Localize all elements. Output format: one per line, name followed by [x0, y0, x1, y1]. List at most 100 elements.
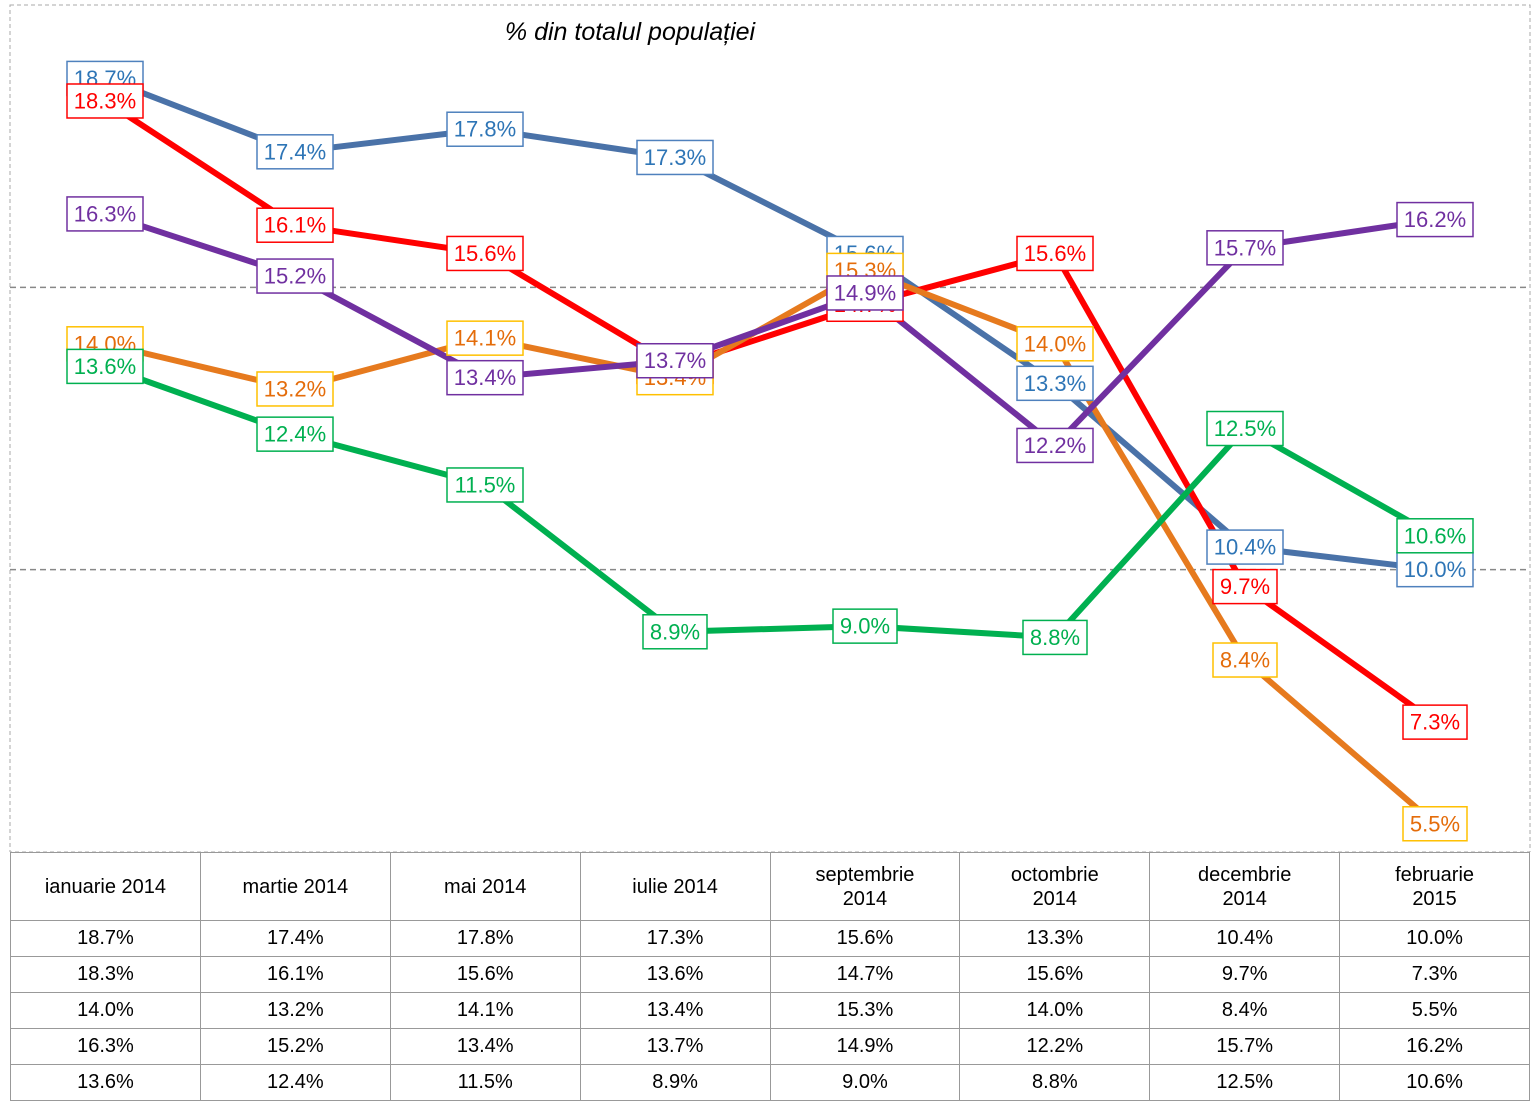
data-label: 17.4%	[256, 134, 334, 170]
data-label: 14.9%	[826, 275, 904, 311]
data-label: 15.2%	[256, 258, 334, 294]
header-text: decembrie 2014	[1197, 863, 1292, 910]
data-label-text: 13.7%	[644, 348, 706, 373]
data-label-box	[446, 467, 524, 503]
data-label-text: 16.3%	[74, 201, 136, 226]
data-row: 14.0% 13.2% 14.1% 13.4% 15.3% 14.0% 8.4% 5.5%	[10, 992, 1530, 1029]
data-table: ianuarie 2014 martie 2014 mai 2014 iulie 20…	[10, 852, 1530, 1101]
data-label-box	[1396, 518, 1474, 554]
data-label-box	[826, 275, 904, 311]
data-label-box	[1212, 568, 1278, 605]
data-label-box	[256, 258, 334, 294]
data-label-text: 15.2%	[264, 264, 326, 289]
data-label: 10.6%	[1396, 518, 1474, 554]
data-label-text: 12.5%	[1214, 416, 1276, 441]
data-label: 9.0%	[832, 608, 898, 644]
data-cell: 17.3%	[579, 920, 771, 957]
header-cell: martie 2014	[199, 852, 391, 921]
data-label-text: 5.5%	[1410, 811, 1460, 836]
header-text: februarie 2015	[1395, 863, 1475, 910]
data-label-text: 10.4%	[1214, 535, 1276, 560]
header-cell: octombrie 2014	[959, 852, 1151, 921]
data-label-text: 14.9%	[834, 280, 896, 305]
data-label-box	[636, 342, 714, 379]
header-cell: mai 2014	[389, 852, 581, 921]
header-text: septembrie 2014	[815, 863, 915, 910]
data-cell: 14.0%	[959, 992, 1151, 1029]
data-cell: 9.7%	[1149, 956, 1341, 993]
data-cell: 15.3%	[769, 992, 961, 1029]
chart: % din totalul populației 18.7%17.4%17.8%…	[9, 4, 1531, 852]
data-label: 8.9%	[642, 614, 708, 650]
data-label-text: 14.1%	[454, 326, 516, 351]
header-row: ianuarie 2014 martie 2014 mai 2014 iulie 20…	[10, 852, 1530, 921]
data-cell: 13.3%	[959, 920, 1151, 957]
data-label: 13.3%	[1016, 365, 1094, 402]
data-label-box	[1022, 619, 1088, 656]
data-label-text: 13.4%	[454, 365, 516, 390]
data-cell: 11.5%	[389, 1064, 581, 1101]
data-label-text: 16.1%	[264, 213, 326, 238]
data-row: 13.6% 12.4% 11.5% 8.9% 9.0% 8.8% 12.5% 10.6%	[10, 1064, 1530, 1101]
header-text: octombrie 2014	[1010, 863, 1099, 910]
data-label: 18.3%	[66, 83, 144, 119]
data-label: 10.4%	[1206, 529, 1284, 565]
data-label-box	[1016, 235, 1094, 272]
data-cell: 15.6%	[959, 956, 1151, 993]
data-label-box	[446, 359, 524, 396]
data-label-text: 8.8%	[1030, 625, 1080, 650]
data-cell: 18.7%	[10, 920, 201, 957]
data-label-box	[446, 111, 524, 147]
data-label-box	[256, 134, 334, 170]
data-label: 17.8%	[446, 111, 524, 147]
data-label-box	[1206, 529, 1284, 565]
data-label-box	[1016, 326, 1094, 362]
data-label-box	[446, 320, 524, 356]
data-label: 13.6%	[66, 348, 144, 385]
data-label-box	[1402, 806, 1468, 842]
data-cell: 13.6%	[579, 956, 771, 993]
data-label-box	[636, 139, 714, 176]
data-label-box	[66, 83, 144, 119]
data-label: 7.3%	[1402, 704, 1468, 740]
data-label-text: 8.9%	[650, 619, 700, 644]
data-label-text: 17.8%	[454, 117, 516, 142]
data-label-text: 11.5%	[455, 472, 516, 497]
data-cell: 7.3%	[1339, 956, 1530, 993]
data-cell: 14.7%	[769, 956, 961, 993]
data-cell: 12.2%	[959, 1028, 1151, 1065]
data-cell: 13.6%	[10, 1064, 201, 1101]
data-label-box	[256, 371, 334, 407]
header-text: ianuarie 2014	[44, 875, 167, 898]
data-cell: 17.4%	[199, 920, 391, 957]
data-cell: 9.0%	[769, 1064, 961, 1101]
data-cell: 14.9%	[769, 1028, 961, 1065]
data-cell: 14.0%	[10, 992, 201, 1029]
header-text: iulie 2014	[632, 875, 718, 898]
data-cell: 5.5%	[1339, 992, 1530, 1029]
data-label-box	[642, 614, 708, 650]
data-cell: 13.4%	[389, 1028, 581, 1065]
header-cell: februarie 2015	[1339, 852, 1530, 921]
data-label-box	[66, 348, 144, 385]
data-label: 11.5%	[446, 467, 524, 503]
data-label-box	[1206, 410, 1284, 447]
data-cell: 13.2%	[199, 992, 391, 1029]
data-cell: 14.1%	[389, 992, 581, 1029]
data-label: 16.1%	[256, 207, 334, 243]
data-cell: 10.6%	[1339, 1064, 1530, 1101]
data-label: 15.6%	[1016, 235, 1094, 272]
data-label: 10.0%	[1396, 551, 1474, 588]
data-label: 8.4%	[1212, 642, 1278, 678]
data-row: 16.3% 15.2% 13.4% 13.7% 14.9% 12.2% 15.7% 16.2%	[10, 1028, 1530, 1065]
data-label-box	[256, 416, 334, 452]
data-cell: 8.4%	[1149, 992, 1341, 1029]
data-cell: 8.8%	[959, 1064, 1151, 1101]
data-label-text: 18.3%	[74, 88, 136, 113]
data-label: 13.7%	[636, 342, 714, 379]
data-label-text: 15.6%	[454, 241, 516, 266]
header-text: martie 2014	[242, 875, 349, 898]
data-cell: 17.8%	[389, 920, 581, 957]
data-label: 14.1%	[446, 320, 524, 356]
data-label-box	[446, 235, 524, 272]
